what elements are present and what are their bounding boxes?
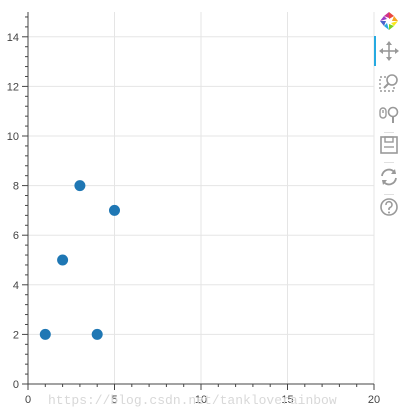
data-point (39, 328, 51, 340)
x-tick-label: 10 (195, 394, 207, 406)
x-tick-label: 20 (368, 394, 380, 406)
toolbar-divider (384, 194, 394, 195)
axes: 0 5 10 15 20 0 2 4 6 8 10 12 14 (7, 12, 380, 406)
wheel-zoom-icon[interactable] (378, 103, 400, 125)
x-tick-label: 5 (111, 394, 117, 406)
y-tick-label: 10 (7, 131, 19, 143)
save-icon[interactable] (378, 134, 400, 156)
data-point (57, 254, 69, 266)
toolbar (374, 8, 404, 218)
active-tool-indicator (374, 36, 376, 66)
y-tick-label: 6 (13, 230, 19, 242)
bokeh-logo-icon[interactable] (378, 10, 400, 32)
watermark-text: https://blog.csdn.net/tankloverainbow (48, 393, 337, 408)
pan-icon[interactable] (378, 40, 400, 62)
data-point (109, 204, 120, 216)
data-point (74, 180, 86, 192)
y-tick-label: 2 (13, 329, 19, 341)
y-tick-label: 14 (7, 32, 19, 44)
y-tick-label: 0 (13, 379, 19, 391)
grid-lines (28, 12, 375, 384)
y-tick-label: 12 (7, 81, 19, 93)
help-icon[interactable] (378, 196, 400, 218)
y-tick-label: 4 (13, 280, 19, 292)
x-tick-label: 15 (281, 394, 293, 406)
y-tick-label: 8 (13, 181, 19, 193)
toolbar-divider (384, 132, 394, 133)
data-point (91, 328, 103, 340)
data-points (39, 180, 120, 340)
toolbar-divider (384, 162, 394, 163)
x-tick-label: 0 (25, 394, 31, 406)
reset-icon[interactable] (378, 166, 400, 188)
box-zoom-icon[interactable] (378, 72, 400, 94)
